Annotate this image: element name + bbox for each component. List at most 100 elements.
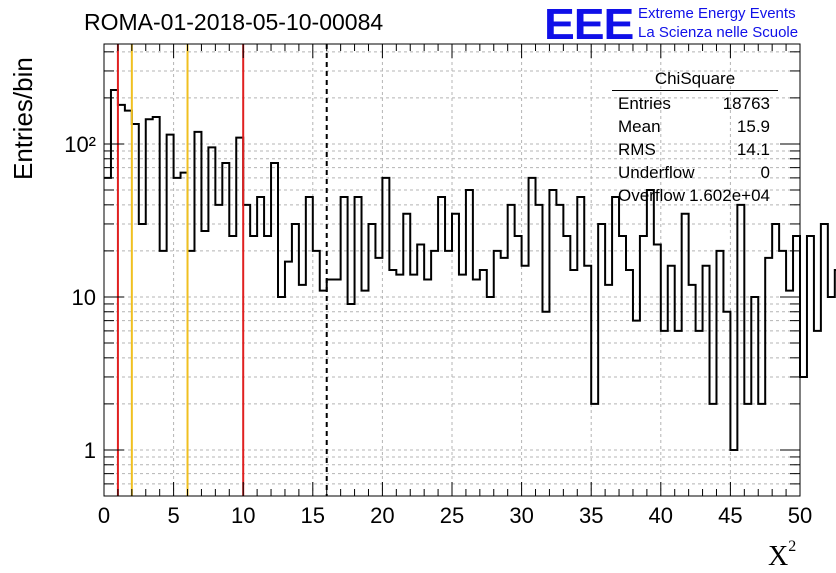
histogram-bin xyxy=(619,236,626,496)
y-tick-label: 1 xyxy=(84,438,96,463)
histogram-bin xyxy=(146,119,153,496)
histogram-bin xyxy=(723,312,730,496)
histogram-bin xyxy=(577,197,584,496)
histogram-bin xyxy=(598,224,605,496)
histogram-bin xyxy=(341,197,348,496)
histogram-bin xyxy=(473,280,480,496)
histogram-bin xyxy=(668,266,675,496)
histogram-bin xyxy=(334,280,341,496)
stats-key: Entries xyxy=(618,94,671,113)
histogram-bin xyxy=(188,251,195,496)
stats-title: ChiSquare xyxy=(612,68,778,91)
histogram-bin xyxy=(167,135,174,496)
tick-label-layer: 0 5 10 15 20 25 30 35 40 45 50 1 10 10² xyxy=(64,132,812,528)
logo-text-line2: La Scienza nelle Scuole xyxy=(638,24,799,41)
stats-key: RMS xyxy=(618,140,656,159)
x-axis-label-base: X xyxy=(768,541,789,572)
stats-value: 15.9 xyxy=(736,117,770,136)
histogram-bin xyxy=(132,124,139,496)
histogram-bin xyxy=(480,270,487,496)
stats-row-underflow: Underflow 0 xyxy=(612,161,778,184)
x-tick-label: 35 xyxy=(579,503,603,528)
histogram-bin xyxy=(403,214,410,496)
histogram-bin xyxy=(633,321,640,496)
histogram-bin xyxy=(765,258,772,496)
x-tick-label: 30 xyxy=(509,503,533,528)
histogram-bin xyxy=(710,404,717,496)
histogram-bin xyxy=(139,224,146,496)
histogram-bin xyxy=(814,331,821,496)
x-tick-label: 50 xyxy=(788,503,812,528)
histogram-bin xyxy=(654,245,661,496)
x-tick-label: 45 xyxy=(718,503,742,528)
histogram-bin xyxy=(236,138,243,496)
histogram-bin xyxy=(160,251,167,496)
logo-text-line1: Extreme Energy Events xyxy=(638,5,796,22)
histogram-bin xyxy=(501,258,508,496)
histogram-bin xyxy=(563,236,570,496)
histogram-bin xyxy=(424,280,431,496)
histogram-bin xyxy=(487,297,494,496)
stats-key: Underflow xyxy=(618,163,695,182)
x-axis-label-sup: 2 xyxy=(788,538,797,555)
histogram-bin xyxy=(181,173,188,496)
histogram-bin xyxy=(744,404,751,496)
histogram-bin xyxy=(215,205,222,496)
histogram-bin xyxy=(626,270,633,496)
histogram-bin xyxy=(243,205,250,496)
histogram-bin xyxy=(348,304,355,496)
histogram-bin xyxy=(355,197,362,496)
histogram-bin xyxy=(292,224,299,496)
histogram-bin xyxy=(758,404,765,496)
histogram-bin xyxy=(208,147,215,496)
x-tick-label: 5 xyxy=(167,503,179,528)
histogram-bin xyxy=(675,331,682,496)
histogram-bin xyxy=(250,236,257,496)
histogram-bin xyxy=(730,450,737,496)
histogram-bin xyxy=(362,291,369,496)
histogram-bin xyxy=(368,224,375,496)
stats-value: 1.602e+04 xyxy=(689,186,770,205)
histogram-bin xyxy=(703,266,710,496)
histogram-bin xyxy=(494,251,501,496)
x-tick-label: 20 xyxy=(370,503,394,528)
histogram-bin xyxy=(438,197,445,496)
histogram-bin xyxy=(229,236,236,496)
x-tick-label: 0 xyxy=(98,503,110,528)
histogram-bin xyxy=(536,205,543,496)
histogram-bin xyxy=(466,190,473,496)
histogram-bin xyxy=(772,224,779,496)
histogram-bin xyxy=(682,214,689,496)
x-tick-label: 25 xyxy=(440,503,464,528)
histogram-bin xyxy=(522,266,529,496)
logo-mark: EEE xyxy=(544,0,634,49)
histogram-bin xyxy=(542,312,549,496)
histogram-bin xyxy=(389,270,396,496)
histogram-bin xyxy=(640,236,647,496)
y-tick-label: 10 xyxy=(72,285,96,310)
histogram-bin xyxy=(257,197,264,496)
histogram-bin xyxy=(153,117,160,496)
marker-lines-layer xyxy=(116,44,328,496)
histogram-bin xyxy=(779,251,786,496)
grid-layer xyxy=(104,44,800,496)
stats-key: Mean xyxy=(618,117,661,136)
chart-title: ROMA-01-2018-05-10-00084 xyxy=(84,9,384,35)
histogram-bin xyxy=(459,275,466,496)
histogram-bin xyxy=(821,224,828,496)
histogram-bin xyxy=(299,285,306,496)
tick-layer xyxy=(103,44,801,497)
stats-row-entries: Entries 18763 xyxy=(612,92,778,115)
histogram-bin xyxy=(174,178,181,496)
histogram-bin xyxy=(285,262,292,496)
stats-value: 0 xyxy=(760,163,770,182)
histogram-bin xyxy=(529,178,536,496)
histogram-bin xyxy=(375,258,382,496)
histogram-bin xyxy=(549,190,556,496)
histogram-bin xyxy=(508,205,515,496)
histogram-bin xyxy=(382,178,389,496)
stats-row-overflow: Overflow 1.602e+04 xyxy=(612,184,778,207)
histogram-bin xyxy=(445,251,452,496)
histogram-bin xyxy=(264,236,271,496)
